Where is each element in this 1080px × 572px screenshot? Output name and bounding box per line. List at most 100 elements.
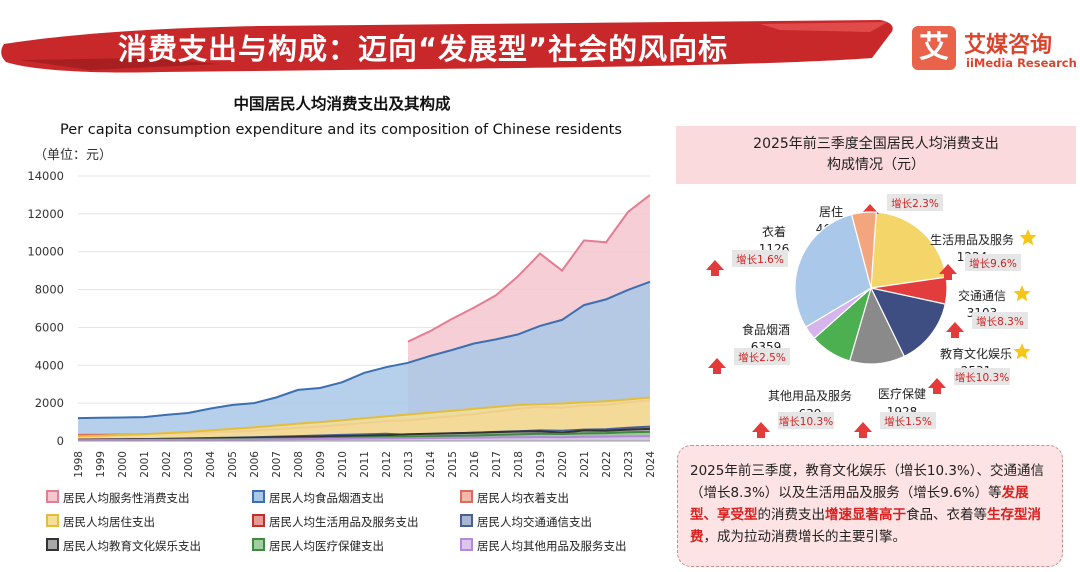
title-banner <box>1 20 893 73</box>
x-tick-label: 2008 <box>293 451 305 478</box>
x-tick-label: 2017 <box>491 451 503 478</box>
pie-label: 交通通信 <box>958 288 1006 303</box>
pie-label: 教育文化娱乐 <box>940 346 1012 361</box>
area-1 <box>78 281 650 441</box>
growth-badge-label: 增长10.3% <box>779 415 833 428</box>
pie-title-line1: 2025年前三季度全国居民人均消费支出 <box>753 136 999 152</box>
brand-logo: 艾 艾媒咨询 iiMedia Research <box>912 26 1077 74</box>
pie-slice-6 <box>794 213 872 328</box>
pie-label: 食品烟酒 <box>742 322 790 337</box>
y-tick-label: 8000 <box>35 283 64 297</box>
pie-label: 衣着 <box>762 224 786 239</box>
legend-swatch <box>252 538 265 551</box>
note-highlight-survival: 生存型消费 <box>690 507 1041 545</box>
legend-swatch <box>252 514 265 527</box>
legend-swatch <box>460 538 473 551</box>
legend-item: 居民人均食品烟酒支出 <box>252 490 384 506</box>
legend-item: 居民人均生活用品及服务支出 <box>252 514 419 530</box>
x-tick-label: 1998 <box>73 451 85 478</box>
legend-item: 居民人均医疗保健支出 <box>252 538 384 554</box>
summary-note: 2025年前三季度，教育文化娱乐（增长10.3%）、交通通信（增长8.3%）以及… <box>677 445 1063 567</box>
up-arrow-icon <box>946 322 964 338</box>
y-tick-label: 2000 <box>35 396 64 410</box>
x-tick-label: 2014 <box>425 451 437 478</box>
x-tick-label: 2001 <box>139 451 151 478</box>
brand-mark: 艾 <box>912 26 956 70</box>
line-1 <box>77 280 651 420</box>
y-tick-label: 0 <box>57 434 64 448</box>
legend-label: 居民人均食品烟酒支出 <box>269 491 384 505</box>
pie-title-line2: 构成情况（元） <box>827 157 925 173</box>
x-tick-label: 2005 <box>227 451 239 478</box>
growth-badge-label: 增长2.5% <box>738 351 786 364</box>
x-tick-label: 2013 <box>403 451 415 478</box>
x-tick-label: 1999 <box>95 451 107 478</box>
growth-badge: 增长1.6% <box>732 250 788 267</box>
star-icon <box>1013 343 1031 360</box>
legend-label: 居民人均医疗保健支出 <box>269 539 384 553</box>
legend-label: 居民人均交通通信支出 <box>477 515 592 529</box>
x-tick-label: 2009 <box>315 451 327 478</box>
legend-swatch <box>460 514 473 527</box>
x-tick-label: 2004 <box>205 451 217 478</box>
y-tick-label: 10000 <box>27 245 64 259</box>
chart-unit: （单位：元） <box>34 148 113 163</box>
pie-slice-0 <box>870 211 947 289</box>
legend-label: 居民人均衣着支出 <box>477 491 569 505</box>
page-title: 消费支出与构成：迈向“发展型”社会的风向标 <box>118 32 729 66</box>
legend-item: 居民人均服务性消费支出 <box>46 490 190 506</box>
y-tick-label: 6000 <box>35 320 64 334</box>
y-tick-label: 12000 <box>27 207 64 221</box>
growth-badge: 增长10.3% <box>954 368 1010 385</box>
legend-swatch <box>46 490 59 503</box>
x-tick-label: 2022 <box>601 451 613 478</box>
growth-badge-bg <box>778 412 834 429</box>
growth-badge-bg <box>887 194 943 211</box>
pie-label: 生活用品及服务 <box>930 232 1014 247</box>
legend-label: 居民人均生活用品及服务支出 <box>269 515 419 529</box>
growth-badge-label: 增长8.3% <box>976 315 1024 328</box>
growth-badge-label: 增长1.5% <box>884 415 932 428</box>
legend-label: 居民人均其他用品及服务支出 <box>477 539 627 553</box>
brand-name-en: iiMedia Research <box>966 56 1077 70</box>
legend-swatch <box>46 538 59 551</box>
chart-subtitle: Per capita consumption expenditure and i… <box>60 122 622 138</box>
x-tick-label: 2000 <box>117 451 129 478</box>
legend-swatch <box>46 514 59 527</box>
summary-text: 2025年前三季度，教育文化娱乐（增长10.3%）、交通通信（增长8.3%）以及… <box>690 460 1054 548</box>
legend-item: 居民人均居住支出 <box>46 514 155 530</box>
legend-label: 居民人均服务性消费支出 <box>63 491 190 505</box>
growth-badge-label: 增长2.3% <box>891 197 939 210</box>
x-tick-label: 2024 <box>645 451 657 478</box>
up-arrow-icon <box>706 260 724 276</box>
y-tick-label: 14000 <box>27 169 64 183</box>
legend-item: 居民人均其他用品及服务支出 <box>460 538 627 554</box>
growth-badge-bg <box>880 412 936 429</box>
note-part4: ，成为拉动消费增长的主要引擎。 <box>703 529 907 545</box>
growth-badge-label: 增长9.6% <box>969 257 1017 270</box>
growth-badge: 增长10.3% <box>778 412 834 429</box>
note-part1: 2025年前三季度，教育文化娱乐（增长10.3%）、交通通信（增长8.3%）以及… <box>690 463 1044 501</box>
up-arrow-icon <box>708 358 726 374</box>
x-tick-label: 2012 <box>381 451 393 478</box>
x-tick-label: 2006 <box>249 451 261 478</box>
x-tick-label: 2011 <box>359 451 371 478</box>
x-tick-label: 2015 <box>447 451 459 478</box>
growth-badge-bg <box>965 254 1021 271</box>
x-tick-label: 2002 <box>161 451 173 478</box>
legend-item: 居民人均衣着支出 <box>460 490 569 506</box>
note-highlight-developmental: 发展型、享受型 <box>690 485 1029 523</box>
up-arrow-icon <box>928 378 946 394</box>
growth-badge: 增长9.6% <box>965 254 1021 271</box>
pie-label: 其他用品及服务 <box>768 388 852 403</box>
note-highlight-growth: 增速显著高于 <box>825 507 906 523</box>
up-arrow-icon <box>854 422 872 438</box>
note-part2: 的消费支出 <box>757 507 826 523</box>
x-tick-label: 2007 <box>271 451 283 478</box>
growth-badge: 增长8.3% <box>972 312 1028 329</box>
chart-title: 中国居民人均消费支出及其构成 <box>233 95 451 113</box>
legend-label: 居民人均居住支出 <box>63 515 155 529</box>
up-arrow-icon <box>939 264 957 280</box>
x-tick-label: 2019 <box>535 451 547 478</box>
pie-slice-7 <box>850 211 877 289</box>
